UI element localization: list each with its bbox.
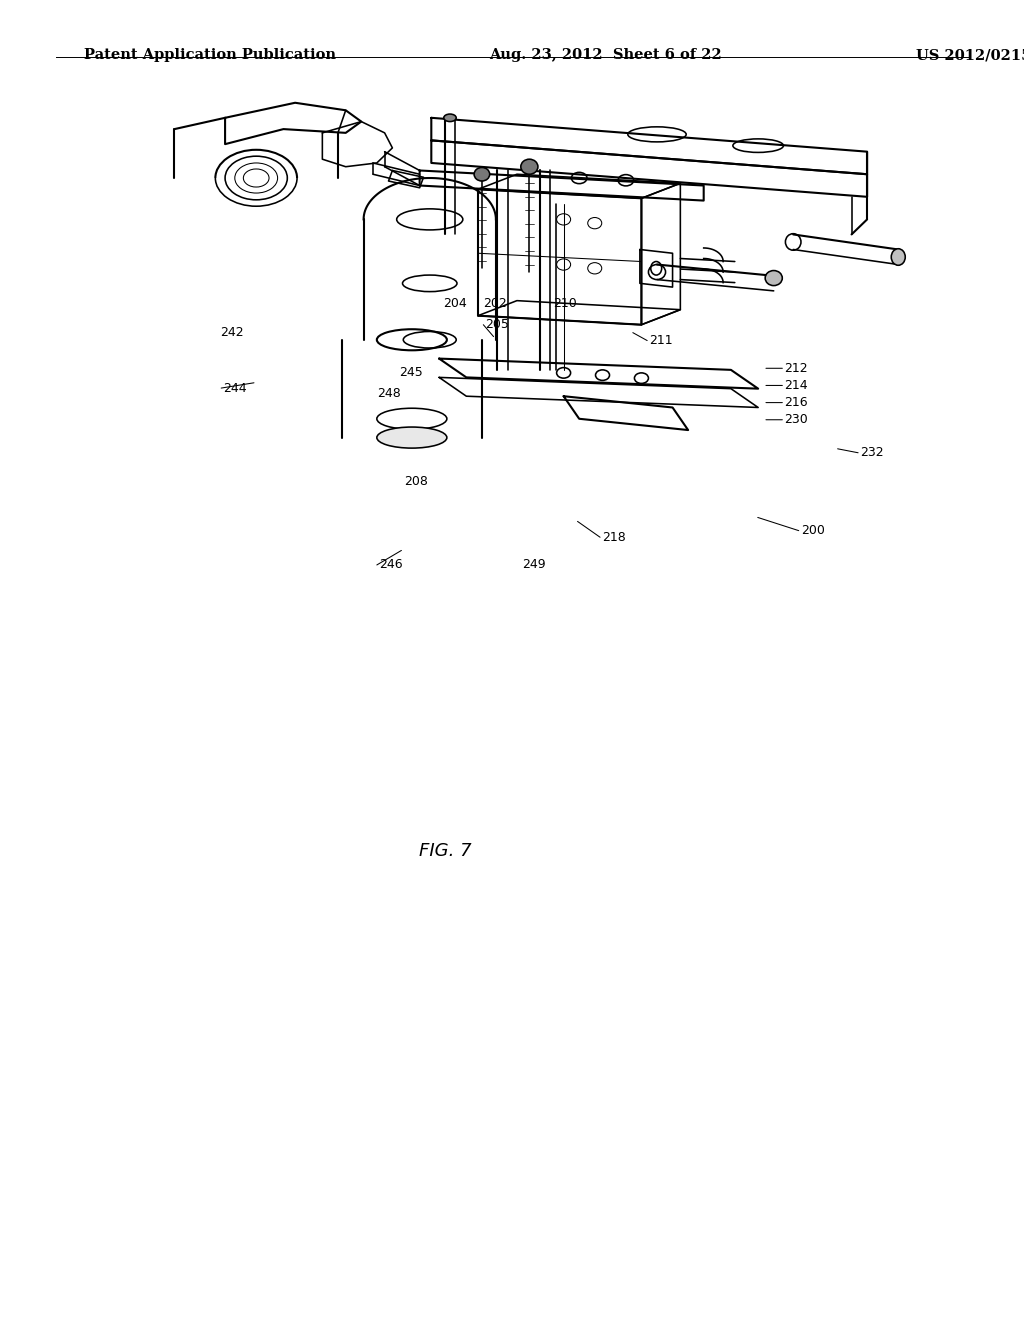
Text: 248: 248 (377, 387, 400, 400)
Text: Patent Application Publication: Patent Application Publication (84, 49, 336, 62)
Text: 249: 249 (522, 558, 546, 572)
Text: 216: 216 (784, 396, 808, 409)
Text: 200: 200 (801, 524, 824, 537)
Text: 242: 242 (220, 326, 244, 339)
Ellipse shape (891, 248, 905, 265)
Text: 211: 211 (649, 334, 673, 347)
Ellipse shape (765, 271, 782, 285)
Text: 214: 214 (784, 379, 808, 392)
Text: 218: 218 (602, 531, 626, 544)
Text: Aug. 23, 2012  Sheet 6 of 22: Aug. 23, 2012 Sheet 6 of 22 (489, 49, 722, 62)
Ellipse shape (474, 168, 489, 181)
Ellipse shape (521, 160, 538, 174)
Text: 212: 212 (784, 362, 808, 375)
Text: 204: 204 (443, 297, 467, 310)
Text: US 2012/0215349 A1: US 2012/0215349 A1 (916, 49, 1024, 62)
Text: 210: 210 (553, 297, 577, 310)
Text: 230: 230 (784, 413, 808, 426)
Text: 244: 244 (223, 381, 247, 395)
Text: 208: 208 (404, 475, 428, 488)
Text: 205: 205 (485, 318, 509, 331)
Text: 202: 202 (483, 297, 507, 310)
Text: 246: 246 (379, 558, 402, 572)
Ellipse shape (443, 114, 457, 121)
Ellipse shape (377, 428, 446, 447)
Text: 245: 245 (399, 366, 423, 379)
Text: 232: 232 (860, 446, 884, 459)
Text: FIG. 7: FIG. 7 (419, 842, 472, 861)
